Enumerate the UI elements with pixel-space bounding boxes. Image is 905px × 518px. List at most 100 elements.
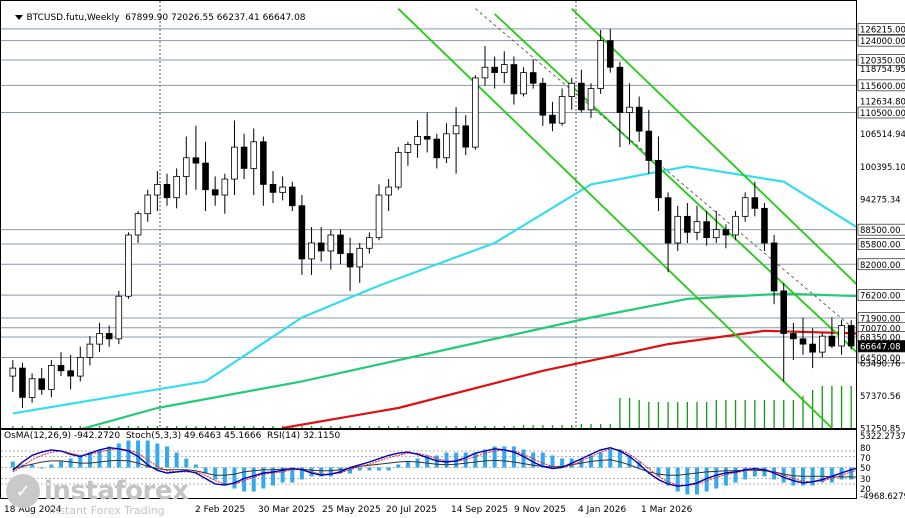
candle-body [9,367,17,377]
osma-bar [560,458,565,468]
osma-bar [328,467,333,477]
osma-bar [251,467,256,492]
candle-body [67,370,74,377]
candle-body [635,106,643,132]
osma-bar [483,449,487,468]
candle-body [317,242,325,252]
main-plot-frame [0,0,857,429]
price-axis-label: 124000.00 [860,37,905,47]
price-label-box [857,223,905,236]
osma-bar [540,452,545,468]
candle-body [308,242,315,260]
candle-body [539,82,547,116]
candle-body [221,178,229,196]
osma-bar [666,467,671,486]
indicator-axis-label: 50 [860,464,871,474]
osma-bar [78,455,83,468]
price-axis-label: 71900.00 [860,315,901,325]
candle-body [260,141,267,185]
price-axis-label: 63490.76 [860,359,901,369]
osma-bar [743,467,748,480]
candle-body [741,197,749,217]
candle-body [770,242,778,292]
osma-bar [155,443,160,468]
candle-body [472,77,479,148]
price-axis-label: 70070.00 [860,324,901,334]
candle-body [674,215,682,244]
candle-body [19,367,26,398]
osma-bar [608,449,613,468]
osma-bar [348,467,353,474]
osma-bar [116,443,121,468]
candle-body [28,378,36,398]
candle-body [529,72,537,84]
price-label-box [857,54,905,66]
candle-body [240,146,248,169]
price-axis-label: 85800.00 [860,241,901,251]
time-axis-label: 1 Mar 2026 [641,505,693,515]
price-label-box [857,351,905,364]
candle-body [703,221,710,239]
candle-body [414,136,421,145]
candle-body [231,146,238,180]
osma-bar [723,467,728,486]
indicator-axis-label: 5322.2737 [860,432,905,442]
price-label-box [857,79,905,92]
candle-body [684,215,691,233]
candle-body [356,247,364,268]
osma-bar [30,464,35,468]
osma-bar [261,467,266,489]
stoch-main-line [12,446,856,487]
osma-bar [762,467,767,477]
candle-body [799,338,807,345]
indicator-header: OsMA(12,26,9) -942.2720 Stoch(5,3,3) 49.… [4,431,341,441]
candle-body [597,40,604,89]
candle-body [423,136,431,140]
candle-body [76,357,84,377]
osma-bar [473,452,478,468]
osma-bar [656,467,661,477]
candle-body [693,221,701,233]
price-axis-label: 120350.00 [860,57,905,67]
price-axis-label: 57370.56 [860,392,901,402]
price-label-box [857,23,905,35]
osma-bar [59,461,63,468]
osma-bar [617,449,622,468]
candle-body [86,343,94,358]
channel-line [571,8,856,285]
candle-body [452,125,460,135]
logo-tagline: Instant Forex Trading [49,504,165,517]
candle-body [578,82,585,111]
candle-body [568,82,576,97]
stoch-signal-line [12,448,856,487]
candle-body [337,234,344,255]
candle-body [481,66,489,79]
candle-body [202,162,209,191]
osma-bar [704,467,709,492]
candle-body [847,325,855,347]
osma-bar [184,458,189,468]
osma-bar [367,467,372,471]
price-axis-label: 115600.00 [860,82,905,92]
price-label-box [857,289,905,301]
indicator-plot-frame [0,429,857,499]
indicator-area [1,440,856,495]
logo-name: instaforex [44,476,189,506]
indicator-axis-label: 80 [860,444,871,454]
osma-bar [531,452,536,468]
candle-body [780,290,788,334]
price-axis-label: 76200.00 [860,292,901,302]
osma-bar [145,440,150,468]
price-axis-label: 51250.85 [860,425,901,435]
candle-body [606,40,614,68]
candle-body [134,213,142,236]
candle-body [96,333,103,345]
dropdown-arrow-icon[interactable] [15,15,24,20]
osma-bar [68,458,73,468]
price-axis-label: 94275.34 [860,195,901,205]
candle-body [809,343,816,353]
ohlc-values: 67899.90 72026.55 66237.41 66647.08 [125,13,306,23]
osma-bar [791,467,796,486]
candle-body [105,333,113,340]
